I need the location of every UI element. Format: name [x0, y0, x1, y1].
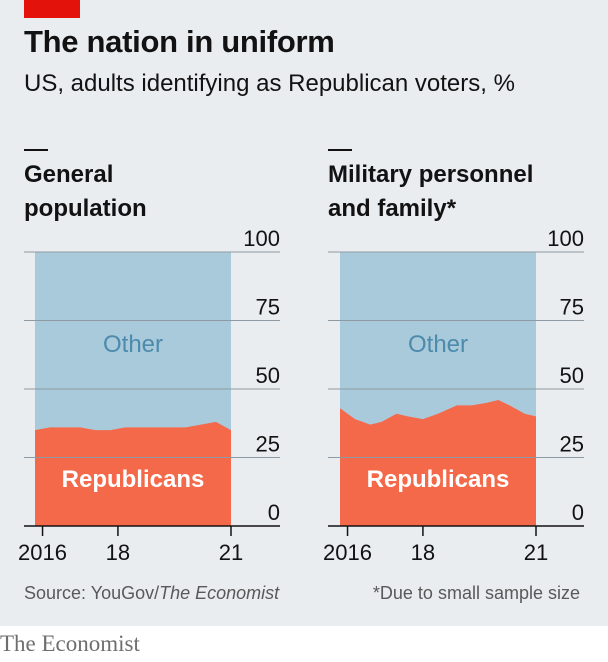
chart-card: The nation in uniform US, adults identif…	[0, 0, 608, 626]
panel-2-title: Military personnel and family*	[328, 158, 533, 226]
source-note: Source: YouGov/The Economist	[24, 583, 279, 604]
y-tick-label: 0	[268, 500, 280, 525]
y-tick-label: 75	[256, 295, 280, 320]
panel-1-rule	[24, 149, 48, 151]
panel-2-title-line-1: Military personnel	[328, 161, 534, 188]
panel-2-title-line-2: and family*	[328, 195, 457, 222]
footnote: *Due to small sample size	[372, 583, 580, 603]
x-tick-label: 21	[219, 540, 243, 565]
panel-1-title-line-2: population	[24, 195, 147, 222]
republicans-label: Republicans	[62, 466, 205, 493]
chart-title: The nation in uniform	[24, 24, 335, 59]
republicans-area	[340, 400, 536, 526]
source-prefix: Source: YouGov/	[24, 583, 160, 603]
y-tick-label: 75	[560, 295, 584, 320]
y-tick-label: 100	[243, 226, 280, 251]
y-tick-label: 25	[256, 432, 280, 457]
x-tick-label: 21	[524, 540, 548, 565]
y-tick-label: 50	[256, 363, 280, 388]
panel-1-title-line-1: General	[24, 161, 114, 188]
y-tick-label: 25	[560, 432, 584, 457]
source-publication: The Economist	[159, 583, 280, 603]
panel-1-title: General population	[24, 158, 147, 226]
panel-2-rule	[328, 149, 352, 151]
charts-svg: 100 75 50 25 0 2016 18 21 Other Republicans 100 75 5…	[18, 226, 584, 565]
x-tick-label: 18	[411, 540, 435, 565]
brand-wordmark: The Economist	[0, 631, 140, 656]
republicans-area	[35, 421, 231, 526]
x-tick-label: 2016	[18, 540, 67, 565]
chart-subtitle: US, adults identifying as Republican vot…	[24, 70, 515, 97]
y-tick-label: 50	[560, 363, 584, 388]
other-label: Other	[408, 331, 468, 358]
x-tick-label: 18	[106, 540, 130, 565]
other-label: Other	[103, 331, 163, 358]
y-tick-label: 0	[572, 500, 584, 525]
chart-panel-2: 100 75 50 25 0 2016 18 21 Other Republicans	[323, 226, 584, 565]
x-tick-label: 2016	[323, 540, 372, 565]
chart-panel-1: 100 75 50 25 0 2016 18 21 Other Republicans	[18, 226, 280, 565]
y-tick-label: 100	[547, 226, 584, 251]
brand-red-tag	[24, 0, 80, 18]
republicans-label: Republicans	[367, 466, 510, 493]
